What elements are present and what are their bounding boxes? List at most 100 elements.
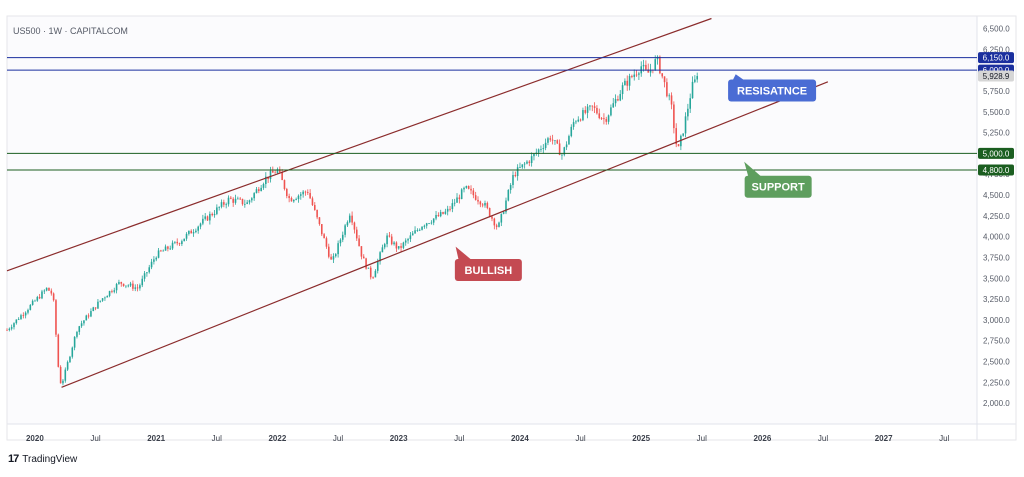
- price-tick-label: 5,250.0: [983, 129, 1010, 138]
- candle-body: [202, 218, 204, 224]
- price-tick-label: 3,250.0: [983, 295, 1010, 304]
- candle-body: [533, 153, 535, 157]
- candle-body: [626, 80, 629, 86]
- candle-body: [418, 229, 421, 231]
- candle-body: [635, 74, 638, 76]
- candle-body: [593, 106, 596, 108]
- candle-body: [351, 215, 353, 223]
- candle-body: [500, 213, 503, 223]
- candle-body: [430, 222, 433, 224]
- candle-body: [495, 225, 498, 227]
- candle-body: [148, 267, 151, 273]
- channel-upper-line: [6, 17, 712, 272]
- candle-body: [400, 246, 402, 248]
- price-tick-label: 3,750.0: [983, 253, 1010, 262]
- candle-body: [568, 136, 570, 145]
- candle-body: [514, 175, 517, 177]
- candle-body: [528, 161, 531, 163]
- bullish-callout-box: [454, 258, 522, 281]
- candle-body: [24, 312, 27, 316]
- candle-body: [598, 113, 601, 119]
- candle-body: [85, 315, 88, 321]
- candle-body: [50, 290, 53, 294]
- candles: [6, 55, 698, 386]
- candle-body: [554, 140, 556, 142]
- candle-body: [439, 212, 442, 217]
- candle-body: [673, 104, 675, 129]
- candle-body: [80, 323, 83, 327]
- support-price-badge: [978, 164, 1014, 176]
- drawings[interactable]: [6, 17, 977, 388]
- candle-body: [216, 207, 218, 214]
- candle-body: [265, 176, 267, 185]
- price-badges: 6,150.06,000.05,000.04,800.05,928.9: [978, 52, 1014, 176]
- candle-body: [332, 256, 335, 260]
- candle-body: [407, 239, 409, 241]
- candle-body: [451, 203, 454, 210]
- candle-body: [561, 154, 563, 156]
- candle-body: [272, 170, 274, 173]
- price-tick-label: 5,750.0: [983, 87, 1010, 96]
- candle-body: [120, 281, 123, 284]
- candle-body: [288, 196, 290, 199]
- candle-body: [507, 189, 510, 201]
- candle-body: [15, 319, 18, 324]
- tradingview-logo[interactable]: 17 TradingView: [8, 453, 77, 465]
- candle-body: [491, 216, 493, 219]
- candle-body: [633, 74, 636, 77]
- candle-body: [38, 297, 41, 299]
- candle-body: [479, 201, 482, 205]
- candle-body: [358, 238, 360, 247]
- frame-border: [6, 15, 1017, 441]
- candle-body: [108, 291, 111, 296]
- time-tick-label: 2024: [511, 434, 529, 443]
- candle-body: [341, 234, 344, 240]
- candle-body: [677, 144, 680, 147]
- candle-body: [157, 250, 160, 258]
- candle-body: [127, 285, 130, 287]
- candle-body: [113, 290, 116, 292]
- candle-body: [304, 191, 307, 193]
- candle-body: [612, 103, 615, 108]
- candle-body: [299, 194, 302, 196]
- candle-body: [355, 229, 358, 239]
- candle-body: [136, 287, 139, 289]
- candle-body: [696, 76, 698, 80]
- candle-body: [323, 234, 325, 239]
- candle-body: [582, 110, 584, 121]
- candle-body: [99, 300, 102, 302]
- candle-body: [204, 216, 206, 219]
- candle-body: [325, 238, 328, 247]
- candle-body: [689, 98, 691, 109]
- candle-body: [477, 199, 479, 202]
- candle-body: [209, 213, 211, 221]
- candle-body: [509, 185, 512, 190]
- symbol-label: US500 · 1W · CAPITALCOM: [13, 26, 128, 36]
- candle-body: [176, 241, 179, 244]
- candle-body: [230, 197, 232, 199]
- candle-body: [139, 285, 141, 289]
- candle-body: [274, 172, 276, 174]
- support-callout-label: SUPPORT: [752, 182, 805, 194]
- candle-body: [435, 214, 437, 219]
- candle-body: [551, 139, 554, 141]
- candle-body: [381, 247, 384, 253]
- candle-body: [393, 242, 395, 245]
- candle-body: [330, 256, 332, 260]
- candle-body: [645, 64, 647, 70]
- candle-body: [125, 285, 127, 287]
- candle-body: [227, 197, 230, 205]
- candle-body: [446, 208, 449, 212]
- time-tick-label: Jul: [212, 434, 222, 443]
- candle-body: [549, 138, 552, 140]
- candle-body: [309, 192, 311, 199]
- candle-body: [584, 110, 587, 113]
- candle-body: [69, 356, 71, 363]
- time-tick-label: 2022: [268, 434, 286, 443]
- candle-body: [603, 118, 605, 120]
- candle-body: [258, 189, 260, 192]
- candle-body: [682, 133, 685, 136]
- candle-body: [73, 336, 76, 348]
